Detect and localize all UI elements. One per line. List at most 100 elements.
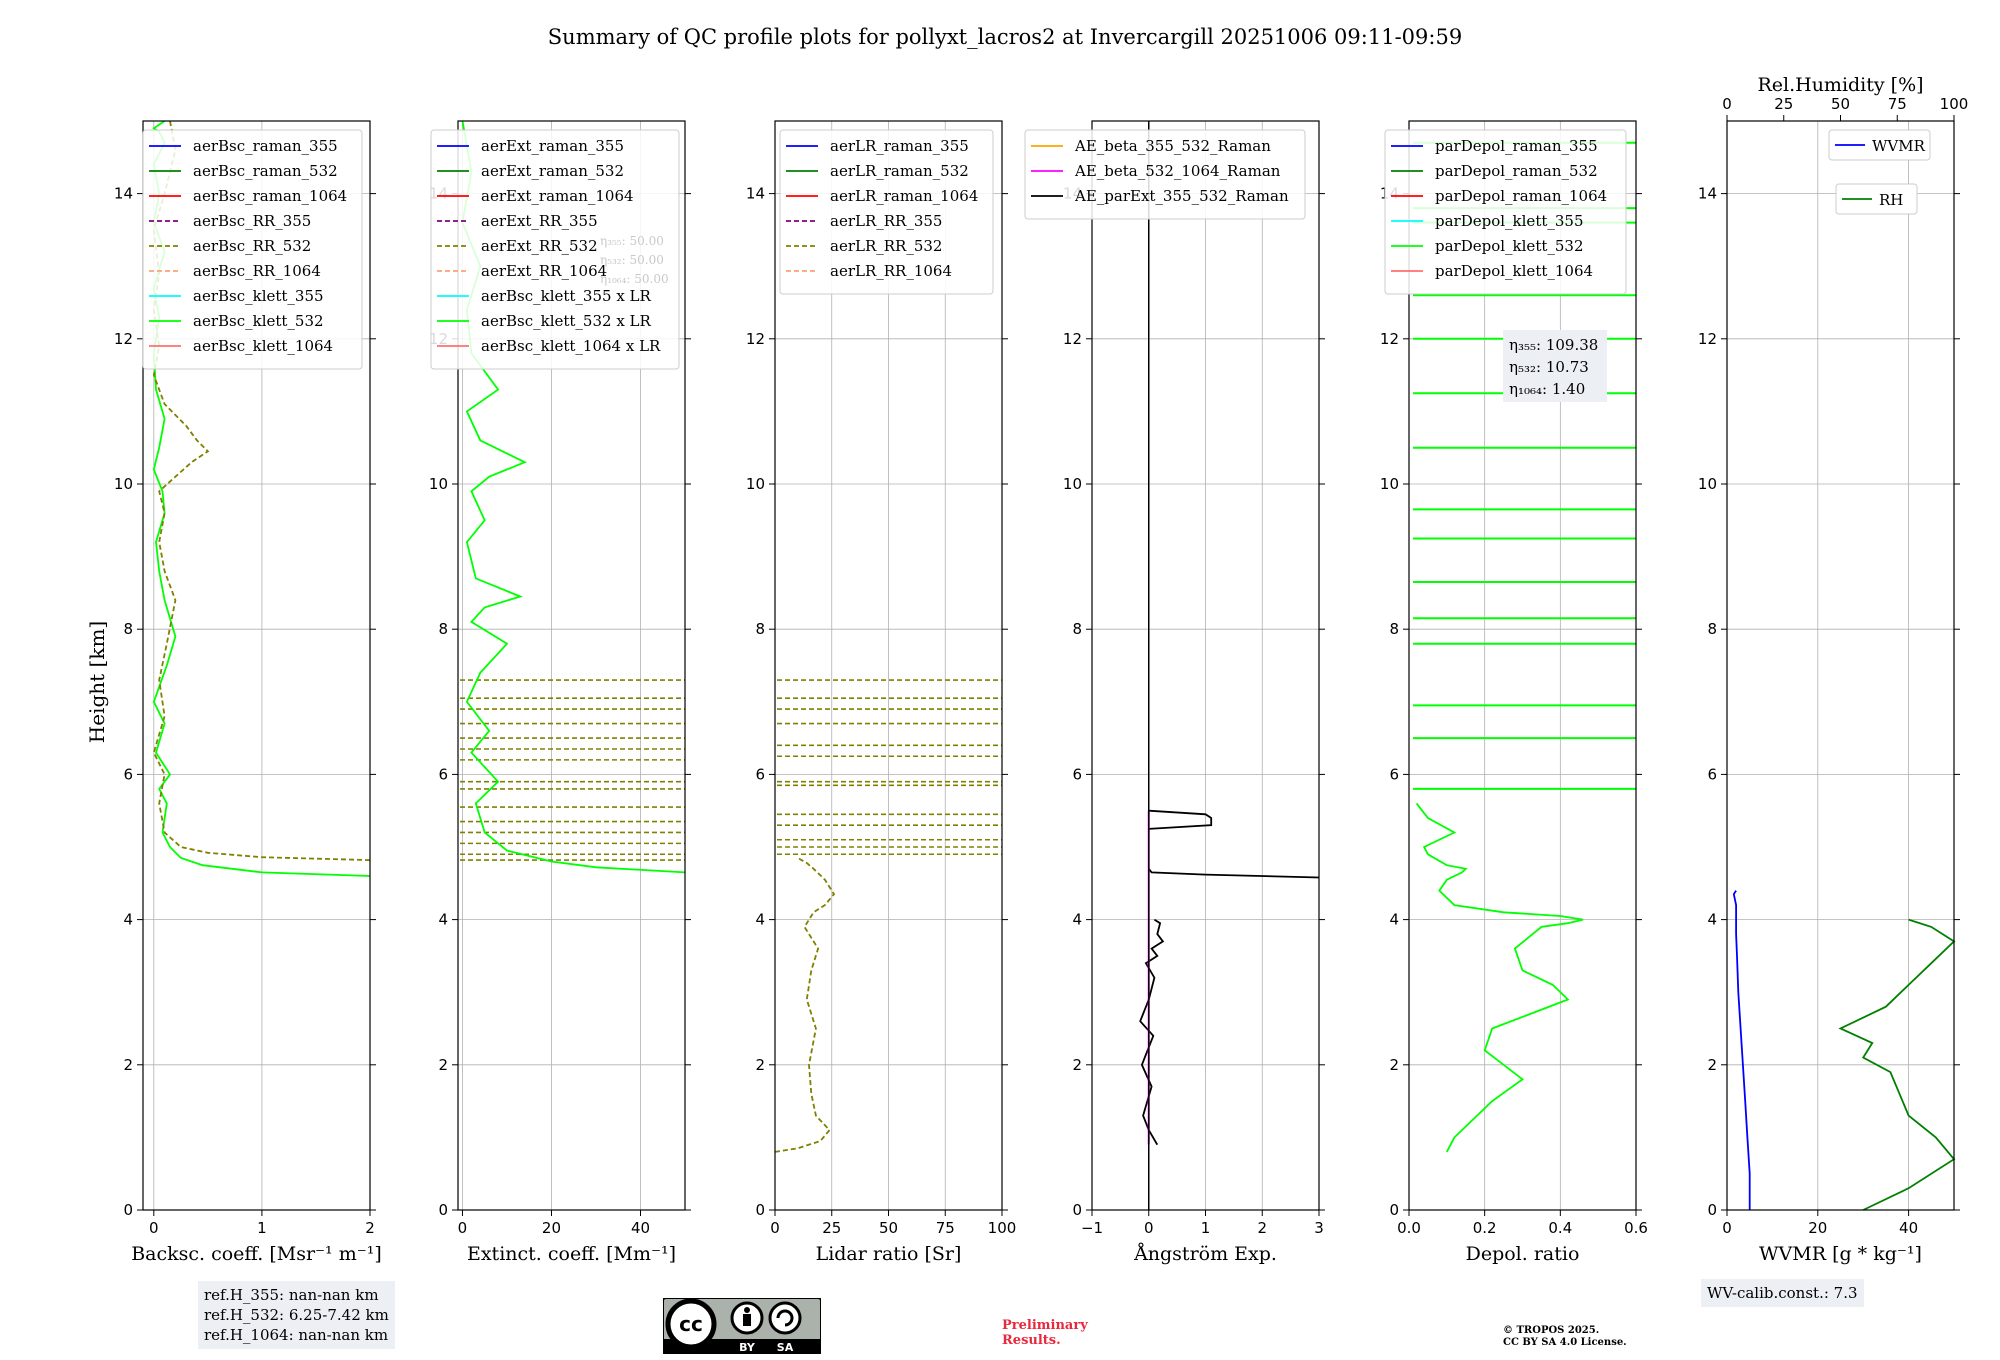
legend-label: aerLR_RR_1064 <box>830 262 952 280</box>
y-tick-label: 0 <box>438 1201 448 1219</box>
series-AE_parExt_355_532_Raman <box>1139 918 1165 1146</box>
panel-extinction: 0204002468101214Extinct. coeff. [Mm⁻¹]ae… <box>429 120 691 1265</box>
panel-water_vapor: 0 20 40 0 2 4 6 8 10 12 14 WVMR [g * kg⁻¹] 0 25 50 75 10… <box>1698 74 1968 1265</box>
x-tick-label: 0.6 <box>1624 1219 1648 1237</box>
legend-label: aerExt_raman_355 <box>481 137 624 155</box>
y-tick-label: 2 <box>1072 1056 1082 1074</box>
y-tick-label: 10 <box>1698 475 1717 493</box>
y-tick-label: 4 <box>438 911 448 929</box>
legend-box <box>1835 183 1918 215</box>
x-axis-label: Lidar ratio [Sr] <box>816 1243 962 1265</box>
x-tick-label: 1 <box>1201 1219 1211 1237</box>
y-tick-label: 8 <box>1707 620 1717 638</box>
legend-label: aerBsc_klett_355 x LR <box>481 287 652 305</box>
y-tick-label: 4 <box>755 911 765 929</box>
x-tick-label: 0.0 <box>1397 1219 1421 1237</box>
preliminary-line-1: Preliminary <box>1002 1318 1088 1333</box>
legend-label: AE_beta_355_532_Raman <box>1074 137 1271 155</box>
copyright-note: © TROPOS 2025. CC BY SA 4.0 License. <box>1503 1325 1627 1349</box>
y-tick-label: 12 <box>114 330 133 348</box>
x-axis-label: Backsc. coeff. [Msr⁻¹ m⁻¹] <box>131 1243 382 1265</box>
x-tick-label: 2 <box>1257 1219 1267 1237</box>
y-tick-label: 6 <box>1707 765 1717 783</box>
legend-label: aerBsc_klett_532 x LR <box>481 312 652 330</box>
cc-icon <box>665 1298 717 1350</box>
x-tick-label: 40 <box>1899 1219 1918 1237</box>
y-tick-label: 2 <box>1389 1056 1399 1074</box>
axes-frame <box>457 120 686 1211</box>
y-tick-label: 6 <box>755 765 765 783</box>
x-tick-label: 1 <box>257 1219 267 1237</box>
x-tick-label: −1 <box>1081 1219 1103 1237</box>
x-tick-label: 0 <box>770 1219 780 1237</box>
ref-height-355: ref.H_355: nan-nan km <box>204 1286 379 1304</box>
top-tick-label: 25 <box>1774 95 1793 113</box>
y-tick-label: 10 <box>1063 475 1082 493</box>
y-tick-label: 2 <box>438 1056 448 1074</box>
y-tick-label: 14 <box>746 185 765 203</box>
x-axis-label: Ångström Exp. <box>1133 1243 1277 1265</box>
x-tick-label: 0.4 <box>1548 1219 1572 1237</box>
y-tick-label: 2 <box>1707 1056 1717 1074</box>
legend-label: AE_parExt_355_532_Raman <box>1074 187 1289 205</box>
x-tick-label: 25 <box>822 1219 841 1237</box>
y-tick-label: 12 <box>1698 330 1717 348</box>
legend-box <box>1024 129 1306 220</box>
x-tick-label: 0 <box>1722 1219 1732 1237</box>
top-tick-label: 100 <box>1940 95 1969 113</box>
top-tick-label: 50 <box>1831 95 1850 113</box>
x-axis-label: Extinct. coeff. [Mm⁻¹] <box>467 1243 676 1265</box>
series-AE_parExt_355_532_Raman <box>1148 868 1320 879</box>
legend-label: aerBsc_raman_532 <box>193 162 338 180</box>
x-tick-label: 3 <box>1314 1219 1324 1237</box>
eta-value-0: η₃₅₅: 109.38 <box>1509 336 1598 354</box>
y-tick-label: 0 <box>1072 1201 1082 1219</box>
y-tick-label: 4 <box>1072 911 1082 929</box>
y-tick-label: 6 <box>1072 765 1082 783</box>
series-RH <box>1838 918 1956 1211</box>
y-tick-label: 10 <box>746 475 765 493</box>
x-tick-label: 0.2 <box>1473 1219 1497 1237</box>
legend-label: aerExt_RR_1064 <box>481 262 607 280</box>
axes-frame <box>1408 120 1637 1211</box>
eta-value-2: η₁₀₆₄: 1.40 <box>1509 380 1585 398</box>
y-tick-label: 6 <box>438 765 448 783</box>
cc-by-label: BY <box>739 1341 756 1354</box>
ref-height-532: ref.H_532: 6.25-7.42 km <box>204 1306 389 1324</box>
legend-label: aerBsc_RR_1064 <box>193 262 321 280</box>
y-tick-label: 4 <box>1389 911 1399 929</box>
y-tick-label: 8 <box>1072 620 1082 638</box>
axes-frame <box>1091 120 1320 1211</box>
y-tick-label: 0 <box>1389 1201 1399 1219</box>
ref-height-1064: ref.H_1064: nan-nan km <box>204 1326 389 1344</box>
x-tick-label: 100 <box>988 1219 1017 1237</box>
y-tick-label: 14 <box>1698 185 1717 203</box>
legend-box <box>779 129 994 295</box>
legend-box <box>430 129 680 370</box>
y-tick-label: 10 <box>114 475 133 493</box>
legend-label: WVMR <box>1872 137 1926 155</box>
legend-label: aerBsc_klett_355 <box>193 287 324 305</box>
axes-frame <box>774 120 1003 1211</box>
wv-calib-text: WV-calib.const.: 7.3 <box>1707 1284 1858 1302</box>
series-aerLR_RR_532 <box>774 857 836 1153</box>
legend-label: parDepol_raman_1064 <box>1435 187 1607 205</box>
legend-label: aerLR_raman_1064 <box>830 187 978 205</box>
y-tick-label: 12 <box>1380 330 1399 348</box>
top-tick-label: 75 <box>1888 95 1907 113</box>
legend-label: parDepol_klett_355 <box>1435 212 1584 230</box>
legend-label: aerBsc_klett_1064 <box>193 337 333 355</box>
y-tick-label: 10 <box>429 475 448 493</box>
y-tick-label: 12 <box>746 330 765 348</box>
cc-by-sa-logo: cc BY SA <box>663 1298 821 1354</box>
y-tick-label: 4 <box>123 911 133 929</box>
axes-frame <box>142 120 371 1211</box>
legend-label: aerLR_raman_532 <box>830 162 969 180</box>
cc-text: cc <box>679 1312 703 1336</box>
series-AE_parExt_355_532_Raman <box>1148 809 1213 830</box>
cc-sa-label: SA <box>777 1341 794 1354</box>
share-alike-icon <box>768 1301 802 1335</box>
eta-extinction-2: η₁₀₆₄: 50.00 <box>600 272 669 286</box>
